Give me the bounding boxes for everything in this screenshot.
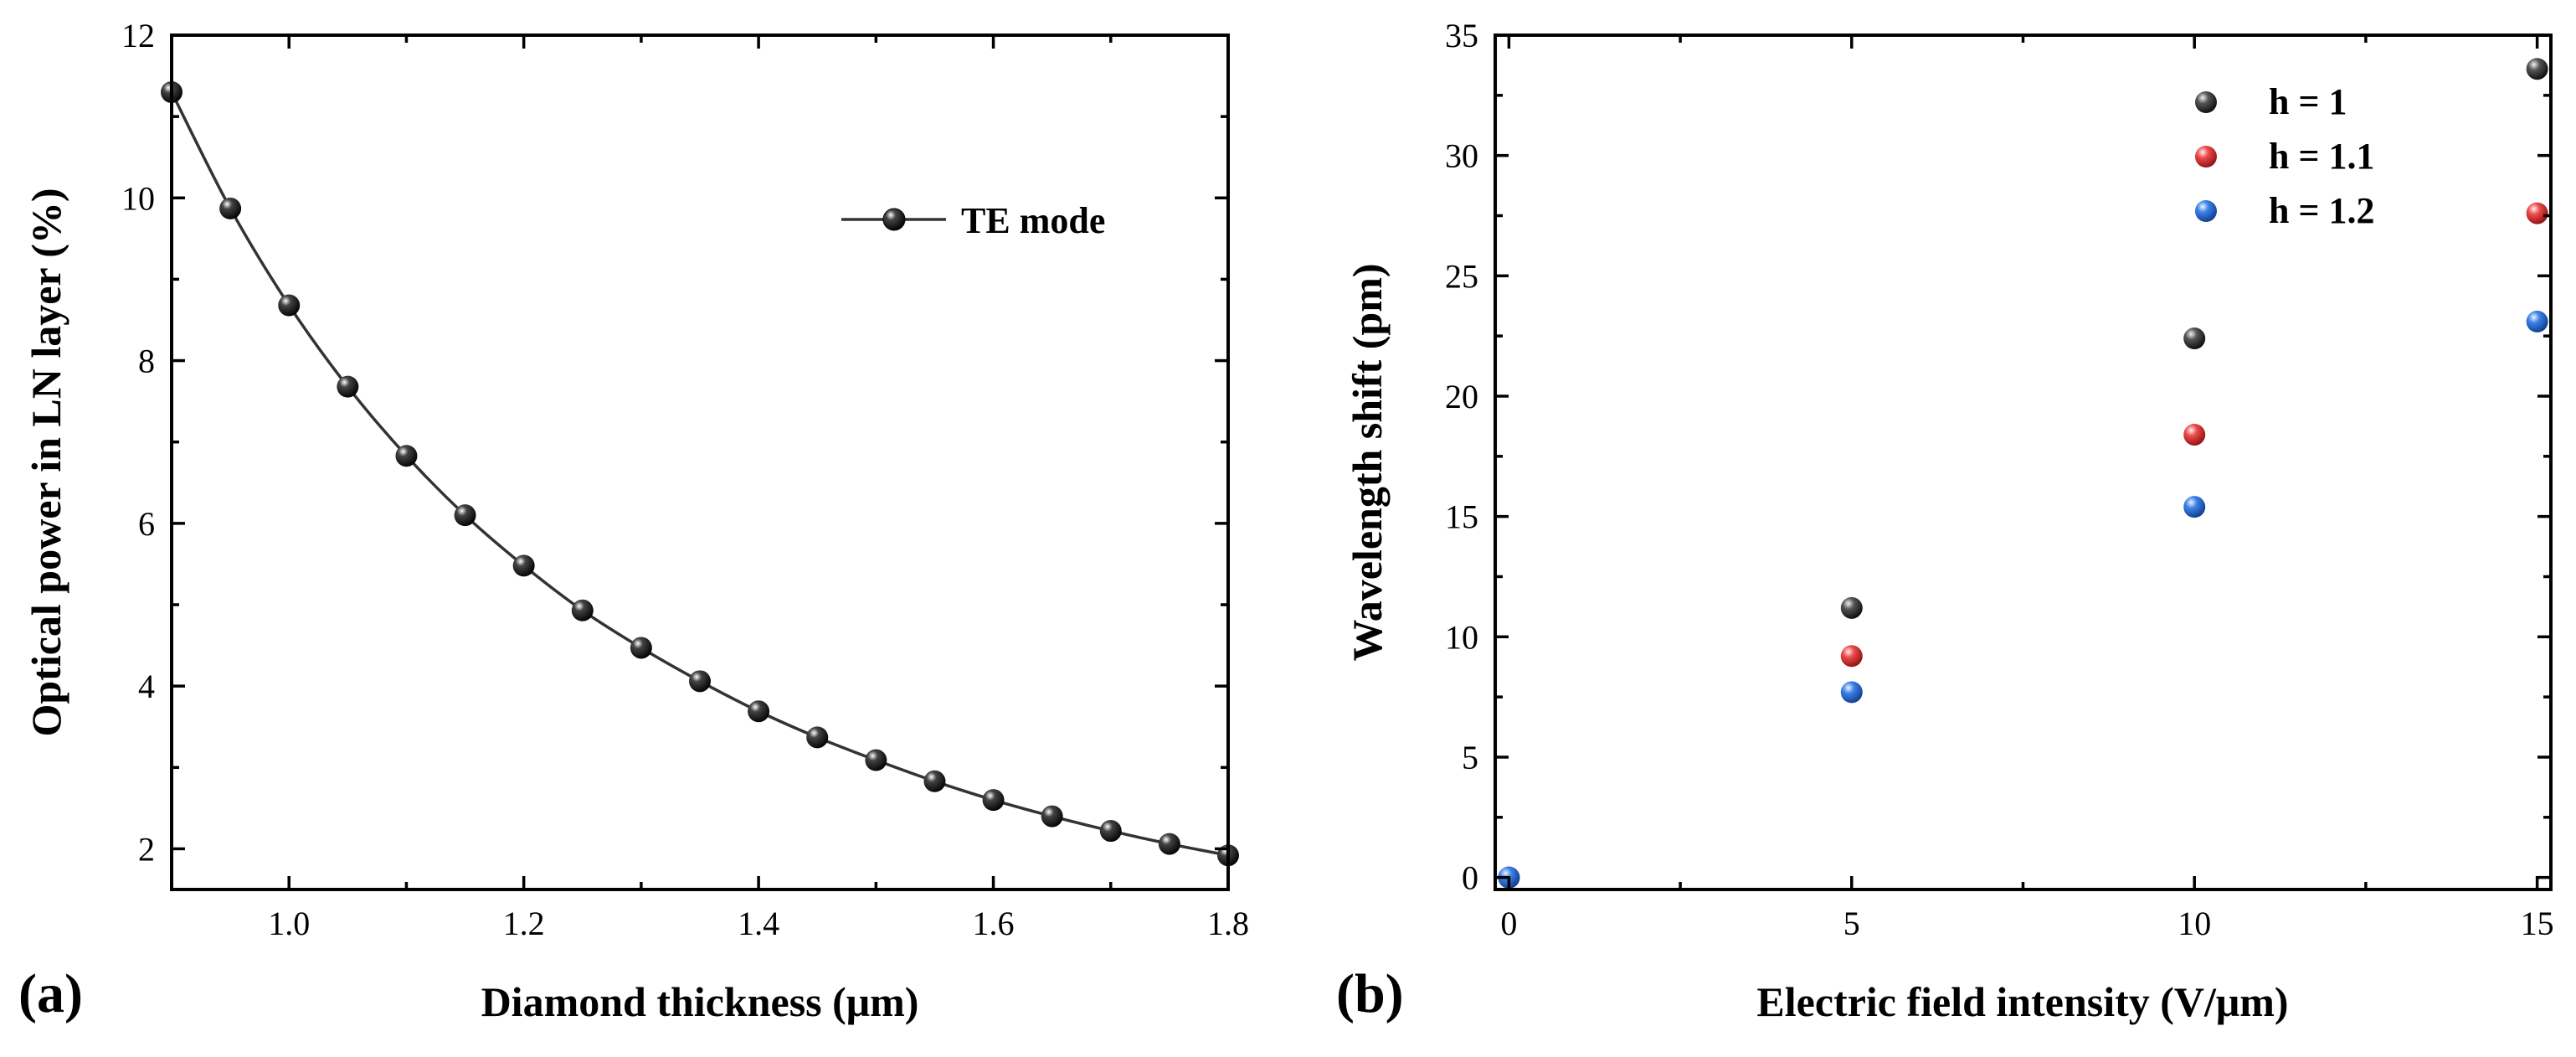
data-point-te-mode [1099,820,1122,843]
panel-b-xtick-label: 15 [2521,905,2554,942]
data-point-te-mode [982,789,1005,812]
legend-label-h-1-2: h = 1.2 [2269,190,2375,231]
panel-b-ytick-label: 30 [1445,137,1478,175]
data-point-h-1-1 [2526,202,2548,224]
panel-a-legend: TE mode [841,200,1105,241]
panel-a-ytick-label: 8 [138,343,155,380]
legend-marker-te-mode [882,208,906,231]
data-point-h-1-1 [2183,423,2206,446]
data-point-te-mode [923,770,946,792]
legend-label-te-mode: TE mode [961,200,1105,241]
panel-a-ytick-label: 6 [138,505,155,543]
panel-b-ytick-label: 5 [1462,739,1478,776]
panel-b-ytick-label: 15 [1445,498,1478,536]
panel-a-ylabel: Optical power in LN layer (%) [23,188,69,736]
panel-a-ytick-label: 12 [121,17,155,54]
panel-a-marks [161,81,1239,867]
panel-b-ylabel: Wavelength shift (pm) [1344,264,1391,662]
data-point-te-mode [571,599,594,621]
panel-a-xtick-label: 1.8 [1207,905,1249,942]
panel-b-xtick-label: 5 [1843,905,1860,942]
legend-label-h-1-1: h = 1.1 [2269,136,2375,177]
legend-marker-h-1 [2195,91,2217,113]
data-point-te-mode [865,749,887,771]
panel-a-xlabel: Diamond thickness (μm) [481,978,919,1025]
data-point-te-mode [1158,833,1180,855]
panel-a-xtick-label: 1.0 [268,905,310,942]
panel-a-frame [170,34,1230,891]
panel-b: 0 5 10 15 0 5 10 15 20 25 30 35 h = 1 h = 1.1 h = 1… [1336,17,2554,1025]
data-point-h-1-2 [2183,496,2206,518]
legend-marker-h-1-1 [2195,146,2217,168]
panel-b-legend: h = 1 h = 1.1 h = 1.2 [2195,81,2375,231]
data-point-te-mode [454,504,476,527]
panel-a-ticks: 1.0 1.2 1.4 1.6 1.8 2 4 6 8 10 12 [121,17,1249,942]
data-point-te-mode [219,197,242,219]
data-point-h-1 [1840,596,1863,619]
panel-b-ytick-label: 20 [1445,378,1478,415]
panel-a-xtick-label: 1.4 [738,905,779,942]
panel-b-ytick-label: 0 [1462,859,1478,897]
panel-b-ytick-label: 35 [1445,17,1478,54]
data-point-te-mode [512,554,535,577]
data-point-h-1-1 [1840,645,1863,668]
data-point-h-1-2 [1840,681,1863,704]
panel-b-label: (b) [1336,963,1404,1024]
data-point-te-mode [689,670,711,693]
data-point-h-1 [2183,327,2206,350]
panel-b-xlabel: Electric field intensity (V/μm) [1756,978,2288,1025]
panel-a-label: (a) [18,963,83,1024]
panel-b-ticks: 0 5 10 15 0 5 10 15 20 25 30 35 [1445,17,2554,942]
data-point-h-1-2 [2526,310,2548,333]
panel-b-ytick-label: 25 [1445,257,1478,295]
legend-label-h-1: h = 1 [2269,81,2347,122]
legend-marker-h-1-2 [2195,200,2217,222]
panel-b-xtick-label: 10 [2178,905,2211,942]
data-point-te-mode [337,375,359,398]
data-point-te-mode [395,445,418,467]
data-point-te-mode [748,700,770,723]
panel-a: 1.0 1.2 1.4 1.6 1.8 2 4 6 8 10 12 TE mode Diamond … [18,17,1249,1025]
data-point-te-mode [278,294,301,317]
data-point-te-mode [1041,805,1063,828]
panel-b-ytick-label: 10 [1445,618,1478,656]
data-point-te-mode [806,726,829,749]
panel-a-ytick-label: 2 [138,830,155,868]
panel-b-xtick-label: 0 [1500,905,1517,942]
panel-b-frame [1494,34,2553,891]
panel-a-ytick-label: 10 [121,179,155,217]
panel-a-ytick-label: 4 [138,668,155,705]
panel-b-marks [1498,58,2548,889]
panel-a-xtick-label: 1.6 [973,905,1015,942]
panel-a-xtick-label: 1.2 [503,905,545,942]
data-point-te-mode [630,637,652,659]
data-point-h-1 [2526,58,2548,80]
